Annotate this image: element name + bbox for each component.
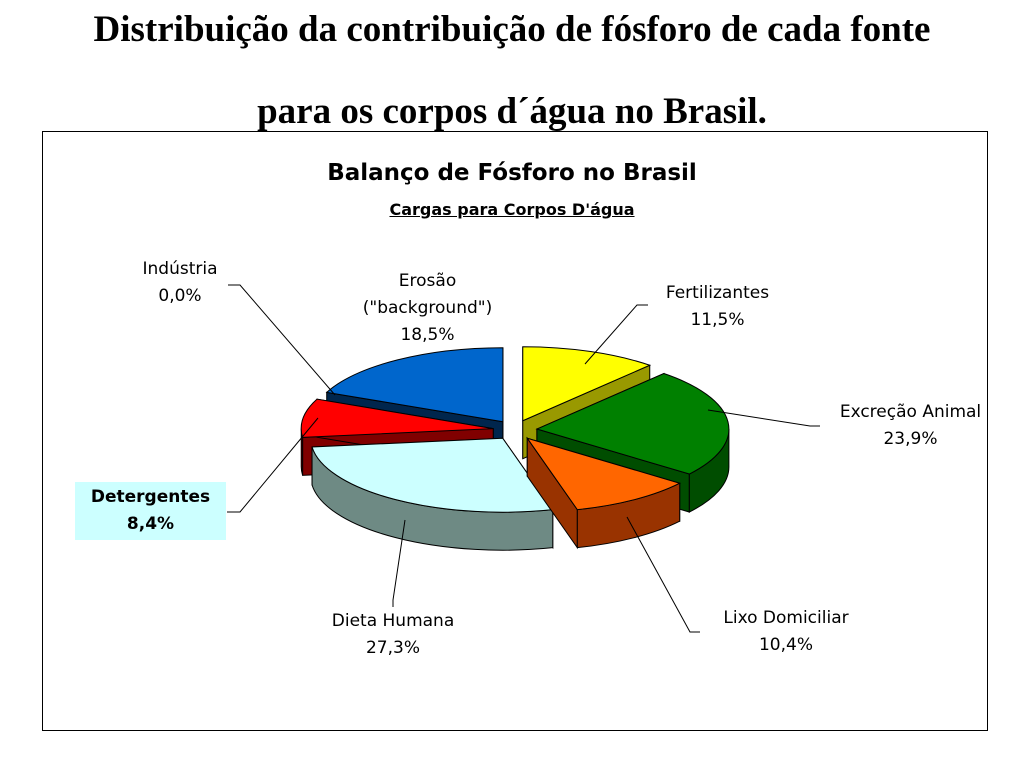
leader-lines bbox=[227, 284, 820, 633]
label-fertilizantes-name: Fertilizantes bbox=[665, 283, 770, 303]
label-erosao-value: 18,5% bbox=[400, 325, 455, 345]
label-excrecao-animal: Excreção Animal 23,9% bbox=[818, 399, 1003, 453]
slide-title-line2: para os corpos d´água no Brasil. bbox=[257, 91, 767, 132]
label-industria-name: Indústria bbox=[142, 259, 218, 279]
pie-group bbox=[300, 346, 730, 551]
label-excrecao-value: 23,9% bbox=[883, 429, 938, 449]
label-excrecao-name: Excreção Animal bbox=[839, 402, 982, 422]
slice-3-top bbox=[311, 437, 554, 513]
slice-2-top bbox=[526, 437, 682, 511]
label-industria-value: 0,0% bbox=[158, 286, 202, 306]
chart-title: Balanço de Fósforo no Brasil bbox=[327, 160, 697, 186]
leader-line-fertilizantes bbox=[584, 304, 648, 365]
slice-3 bbox=[311, 436, 554, 551]
label-detergentes-value: 8,4% bbox=[126, 514, 175, 534]
leader-line-detergentes bbox=[227, 417, 319, 513]
label-lixo-domiciliar: Lixo Domiciliar 10,4% bbox=[700, 605, 872, 659]
label-detergentes: Detergentes 8,4% bbox=[75, 482, 226, 540]
leader-line-lixo bbox=[626, 516, 700, 633]
chart-frame bbox=[42, 131, 988, 731]
label-dieta-humana: Dieta Humana 27,3% bbox=[308, 608, 478, 662]
slice-1-top bbox=[535, 372, 730, 475]
label-erosao: Erosão ("background") 18,5% bbox=[340, 268, 515, 349]
slice-0-top bbox=[522, 346, 652, 422]
label-lixo-name: Lixo Domiciliar bbox=[723, 608, 849, 628]
leader-line-dieta bbox=[392, 519, 406, 607]
label-fertilizantes: Fertilizantes 11,5% bbox=[640, 280, 795, 334]
slice-6-top bbox=[325, 347, 504, 423]
slide-title-line1: Distribuição da contribuição de fósforo … bbox=[93, 9, 931, 50]
label-dieta-name: Dieta Humana bbox=[331, 611, 455, 631]
label-lixo-value: 10,4% bbox=[758, 635, 813, 655]
label-erosao-name-line1: Erosão bbox=[398, 271, 457, 291]
label-dieta-value: 27,3% bbox=[365, 638, 420, 658]
leader-line-excrecao bbox=[707, 409, 820, 427]
leader-line-industria bbox=[228, 284, 336, 396]
slice-2 bbox=[526, 436, 682, 550]
label-erosao-name-line2: ("background") bbox=[362, 298, 493, 318]
label-fertilizantes-value: 11,5% bbox=[690, 310, 745, 330]
label-detergentes-name: Detergentes bbox=[90, 487, 211, 507]
label-industria: Indústria 0,0% bbox=[120, 256, 240, 310]
chart-subtitle: Cargas para Corpos D'água bbox=[389, 200, 635, 219]
